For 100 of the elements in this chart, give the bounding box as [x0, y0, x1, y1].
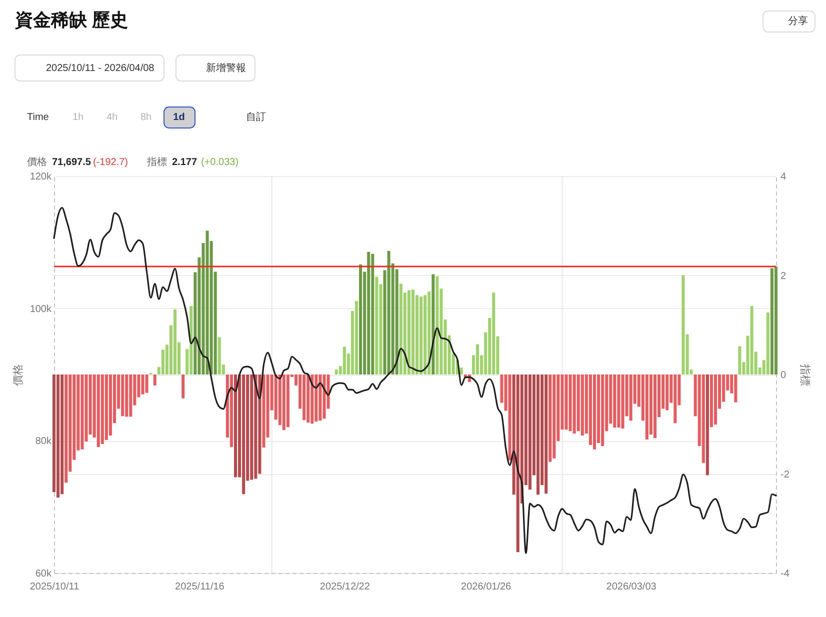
bar	[645, 374, 648, 440]
bar	[476, 344, 480, 374]
bar	[234, 374, 238, 478]
bar	[552, 374, 556, 458]
y2-tick-label: 0	[780, 370, 786, 381]
bar	[548, 374, 552, 462]
bar	[359, 264, 362, 374]
text: 2.177	[172, 157, 198, 168]
y-tick-label: 60k	[35, 568, 52, 580]
bar	[682, 275, 685, 374]
bar	[96, 374, 100, 447]
text: (+0.033)	[201, 157, 239, 168]
bar	[666, 374, 669, 410]
bar	[100, 374, 104, 444]
x-tick-label: 2026/03/03	[606, 582, 657, 592]
chart-title: 資金稀缺 歷史	[14, 10, 128, 30]
bar	[60, 374, 64, 494]
bar	[318, 374, 322, 421]
bar	[129, 374, 132, 417]
text: 1d	[173, 112, 185, 123]
bar	[766, 312, 770, 374]
bar	[250, 374, 254, 480]
text: 2025/10/11 - 2026/04/08	[46, 63, 155, 74]
bar	[516, 374, 520, 552]
bar	[286, 374, 290, 428]
bar	[387, 250, 390, 374]
y2-axis-title: 指標	[798, 363, 810, 386]
y-tick-label: 80k	[35, 436, 52, 448]
y-tick-label: 120k	[30, 172, 52, 182]
x-tick-label: 2025/10/11	[30, 582, 80, 592]
bar	[310, 374, 314, 424]
bar	[125, 374, 128, 417]
bar	[334, 370, 338, 374]
text: (-192.7)	[93, 157, 128, 168]
bar	[536, 374, 540, 495]
bar	[601, 374, 604, 446]
bar	[436, 276, 439, 374]
text: 指標	[146, 156, 167, 168]
bar	[104, 374, 108, 440]
bar	[64, 374, 68, 483]
bar	[153, 374, 156, 386]
text: 71,697.5	[52, 157, 92, 168]
bar	[702, 374, 705, 463]
bar	[371, 254, 374, 374]
text: 自訂	[246, 111, 266, 123]
bar	[254, 374, 258, 479]
bar	[411, 290, 414, 374]
bar	[424, 295, 427, 374]
text: 8h	[140, 112, 152, 123]
bar	[564, 374, 568, 430]
text: 價格	[27, 156, 47, 168]
bar	[218, 337, 221, 374]
bar	[750, 306, 754, 374]
bar	[322, 374, 326, 419]
bar	[613, 374, 616, 428]
bar	[145, 374, 148, 393]
bar	[230, 374, 233, 447]
bar	[568, 374, 572, 432]
bar	[375, 276, 378, 374]
line-series	[53, 206, 777, 554]
bar	[492, 292, 496, 374]
bar	[770, 268, 774, 374]
bar	[262, 374, 266, 448]
bar	[774, 266, 778, 374]
bar	[56, 374, 60, 498]
bar	[314, 374, 318, 422]
y2-tick-label: 2	[780, 270, 786, 282]
bar	[734, 374, 738, 402]
bar	[420, 296, 423, 374]
bar	[580, 374, 584, 436]
bar	[592, 374, 596, 450]
bar	[738, 346, 742, 374]
bar	[407, 290, 410, 374]
y-axis-title: 價格	[12, 364, 24, 386]
bar	[306, 374, 310, 423]
x-tick-label: 2026/01/26	[461, 582, 512, 592]
y-tick-label: 100k	[30, 304, 52, 315]
bar	[572, 374, 576, 434]
bar	[108, 374, 112, 436]
bar	[190, 306, 193, 374]
bar	[576, 374, 580, 432]
bar	[302, 374, 306, 420]
bar	[544, 374, 548, 494]
text: 4h	[106, 112, 118, 123]
bar	[653, 374, 656, 438]
bar	[121, 374, 124, 416]
y2-tick-label: -4	[780, 568, 790, 580]
bar	[399, 284, 402, 374]
x-tick-label: 2025/11/16	[175, 582, 225, 592]
text: 1h	[72, 112, 84, 123]
bar	[706, 374, 709, 476]
bar	[242, 374, 246, 494]
bar	[355, 301, 358, 374]
bar	[174, 309, 177, 374]
bar	[80, 374, 84, 450]
bar	[617, 374, 620, 428]
bar	[182, 374, 185, 398]
bar	[528, 374, 532, 490]
bar	[432, 274, 435, 374]
bar	[428, 292, 431, 374]
